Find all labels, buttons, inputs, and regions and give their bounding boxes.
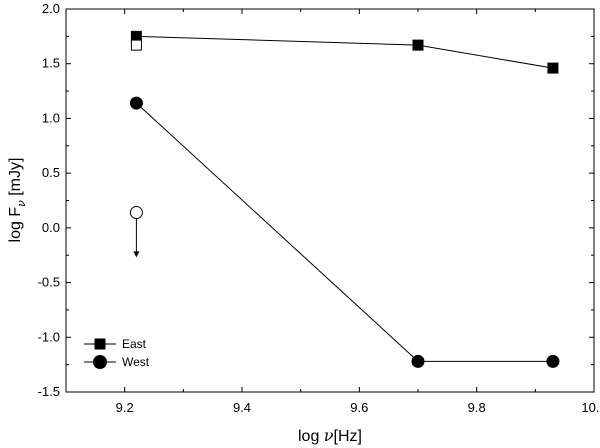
data-markers <box>129 30 560 368</box>
y-tick-label: 1.0 <box>42 110 60 125</box>
y-tick-label: -1.5 <box>38 384 60 399</box>
point-west <box>129 96 143 110</box>
y-tick-label: 0.0 <box>42 220 60 235</box>
point-east <box>547 62 559 74</box>
open-square-point <box>130 39 142 51</box>
legend: East West <box>84 337 150 369</box>
point-east <box>412 39 424 51</box>
point-west <box>546 354 560 368</box>
y-axis-ticks: 2.0 1.5 1.0 0.5 0.0 -0.5 -1.0 -1.5 <box>38 1 594 399</box>
x-tick-label: 9.6 <box>350 400 368 415</box>
x-tick-label: 9.2 <box>116 400 134 415</box>
y-tick-label: 1.5 <box>42 56 60 71</box>
down-arrow-icon <box>133 251 140 258</box>
x-axis-ticks: 9.2 9.4 9.6 9.8 10.0 <box>65 9 600 415</box>
y-tick-label: 2.0 <box>42 1 60 16</box>
legend-label-east: East <box>122 337 147 351</box>
open-circle-point <box>129 206 143 220</box>
y-tick-label: 0.5 <box>42 165 60 180</box>
legend-label-west: West <box>122 355 150 369</box>
x-axis-title: log ν[Hz] <box>298 426 362 445</box>
legend-item-east: East <box>84 337 147 351</box>
x-tick-label: 10.0 <box>581 400 600 415</box>
y-tick-label: -1.0 <box>38 329 60 344</box>
legend-item-west: West <box>84 355 150 369</box>
legend-square-icon <box>94 338 106 350</box>
y-axis-title: log Fν [mJy] <box>7 158 28 243</box>
x-tick-label: 9.8 <box>468 400 486 415</box>
y-tick-label: -0.5 <box>38 275 60 290</box>
legend-circle-icon <box>93 355 107 369</box>
point-west <box>411 354 425 368</box>
x-tick-label: 9.4 <box>233 400 251 415</box>
point-east <box>130 30 142 42</box>
